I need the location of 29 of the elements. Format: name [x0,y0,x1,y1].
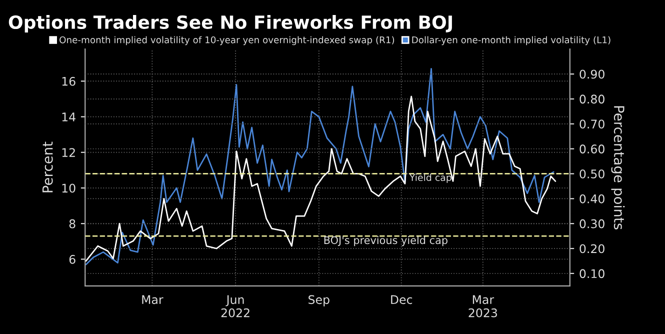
y2-tick-label: 0.80 [580,94,604,104]
line-series [85,96,556,262]
x-tick-label: Mar [142,295,164,304]
y2-tick-label: 0.70 [580,120,604,129]
y2-tick-label: 0.10 [580,269,604,278]
ref-line-label: Yield cap [409,174,452,183]
x-tick-label: Dec [391,295,412,304]
y2-tick-label: 0.30 [580,219,604,228]
y2-tick-label: 0.50 [580,169,604,178]
y-tick-label: 8 [69,219,76,228]
y-tick-label: 12 [62,148,75,157]
x-tick-label: Mar 2023 [468,295,497,318]
y2-tick-label: 0.40 [580,194,604,204]
y-tick-label: 16 [62,76,76,86]
y2-axis-title: Percentage points [611,106,625,230]
y-tick-label: 6 [69,254,76,264]
ref-line-label: BOJ's previous yield cap [324,236,448,246]
y2-tick-label: 0.90 [580,70,604,79]
y2-tick-label: 0.20 [580,244,604,254]
y-tick-label: 14 [62,112,76,122]
legend-label: Dollar-yen one-month implied volatility (L1) [412,36,610,46]
x-tick-label: Jun 2022 [221,295,250,318]
y2-tick-label: 0.60 [580,144,604,154]
line-series [85,68,554,266]
y-tick-label: 10 [62,184,76,193]
legend-label: One-month implied volatility of 10-year yen overnight-indexed swap (R1) [60,36,394,46]
chart-title: Options Traders See No Fireworks From BOJ [8,15,452,33]
y-axis-title: Percent [42,142,53,192]
x-tick-label: Sep [308,295,330,306]
